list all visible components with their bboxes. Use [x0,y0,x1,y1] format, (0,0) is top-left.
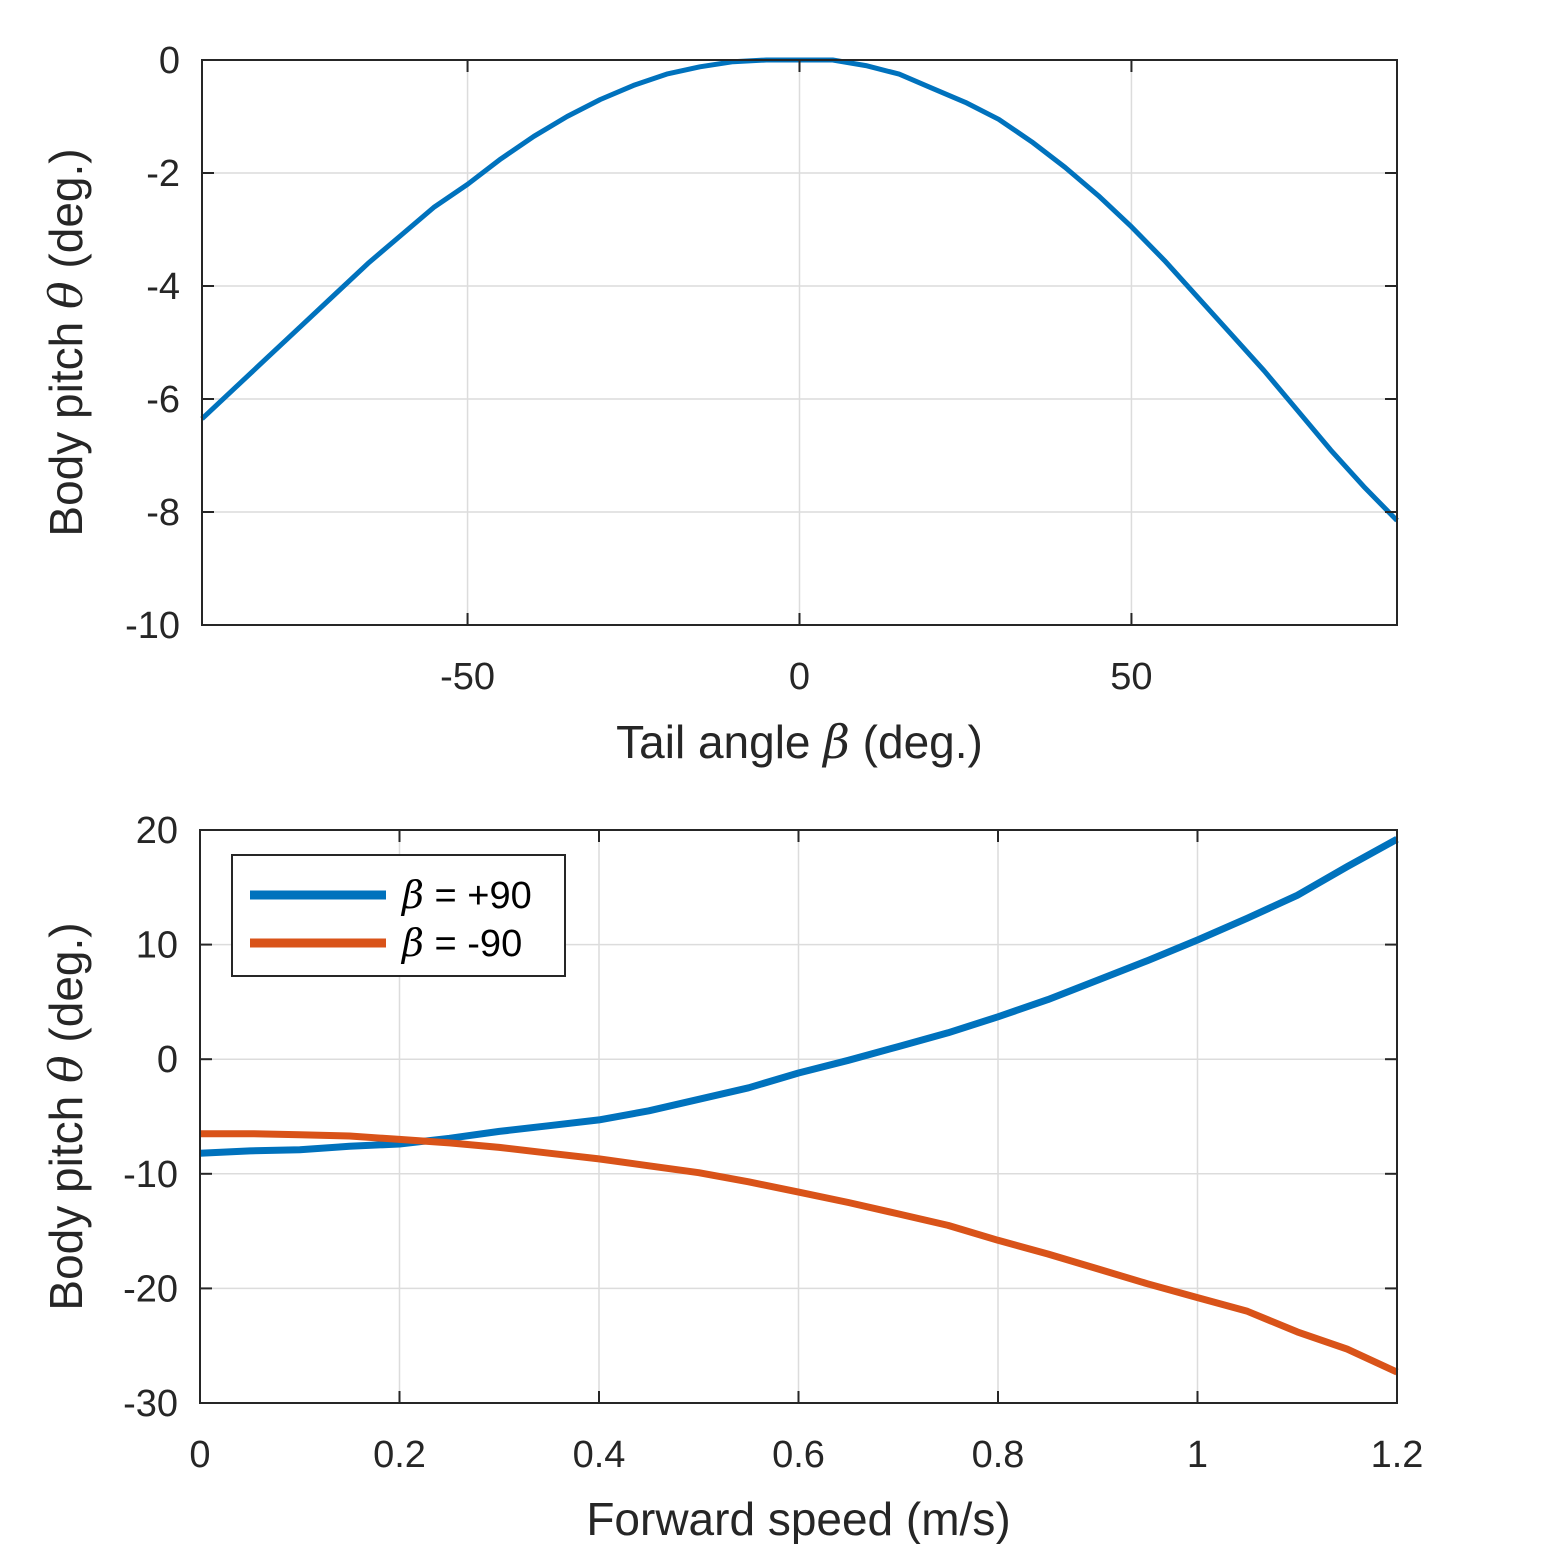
top-chart-y-tick-label: -2 [146,153,180,195]
top-chart-x-tick-label: -50 [440,656,495,698]
bottom-chart-series [199,836,1399,1376]
bottom-chart-y-tick-label: -20 [123,1268,178,1310]
top-chart-y-tick-label: -10 [125,605,180,647]
top-chart-y-tick-label: -8 [146,492,180,534]
bottom-chart-y-axis-label: Body pitch θ (deg.) [39,922,93,1310]
top-chart-y-tick-label: -4 [146,266,180,308]
bottom-chart-y-tick-label: 20 [136,810,178,852]
top-chart-x-axis-label: Tail angle β (deg.) [616,715,983,769]
legend-box [231,854,566,977]
bottom-chart-x-tick-label: 1.2 [1371,1434,1424,1476]
bottom-chart-x-tick-label: 0.2 [373,1434,426,1476]
bottom-chart-y-tick-label: -10 [123,1154,178,1196]
top-chart-x-tick-label: 50 [1110,656,1152,698]
top-chart-y-axis-label: Body pitch θ (deg.) [39,148,93,536]
bottom-chart-series-line-0 [199,836,1399,1157]
legend-label-beta-minus-90: β = -90 [400,921,522,965]
top-chart-y-tick-label: 0 [159,40,180,82]
top-chart-grid [202,59,1397,626]
bottom-chart-y-tick-label: 10 [136,925,178,967]
top-chart: -50 0 50 -10 -8 -6 -4 -2 0 Tail angle β (deg.) B… [39,40,1399,769]
bottom-chart-x-tick-label: 0.8 [972,1434,1025,1476]
bottom-chart-legend: β = +90 β = -90 [231,854,566,977]
legend-label-beta-plus-90: β = +90 [400,873,532,917]
bottom-chart-y-tick-label: 0 [157,1039,178,1081]
top-chart-y-tick-label: -6 [146,379,180,421]
bottom-chart-x-tick-label: 0.6 [772,1434,825,1476]
bottom-chart-ticks: 0 0.2 0.4 0.6 0.8 1 1.2 -30 -20 -10 0 10 20 [123,810,1423,1476]
bottom-chart-x-axis-label: Forward speed (m/s) [586,1493,1010,1544]
bottom-chart-x-tick-label: 0 [189,1434,210,1476]
bottom-chart: 0 0.2 0.4 0.6 0.8 1 1.2 -30 -20 -10 0 10 20 Forward … [39,810,1423,1544]
bottom-chart-y-tick-label: -30 [123,1383,178,1425]
bottom-chart-series-line-1 [200,1130,1399,1376]
top-chart-x-tick-label: 0 [789,656,810,698]
top-chart-ticks: -50 0 50 -10 -8 -6 -4 -2 0 [125,40,1397,698]
bottom-chart-x-tick-label: 1 [1187,1434,1208,1476]
bottom-chart-x-tick-label: 0.4 [573,1434,626,1476]
